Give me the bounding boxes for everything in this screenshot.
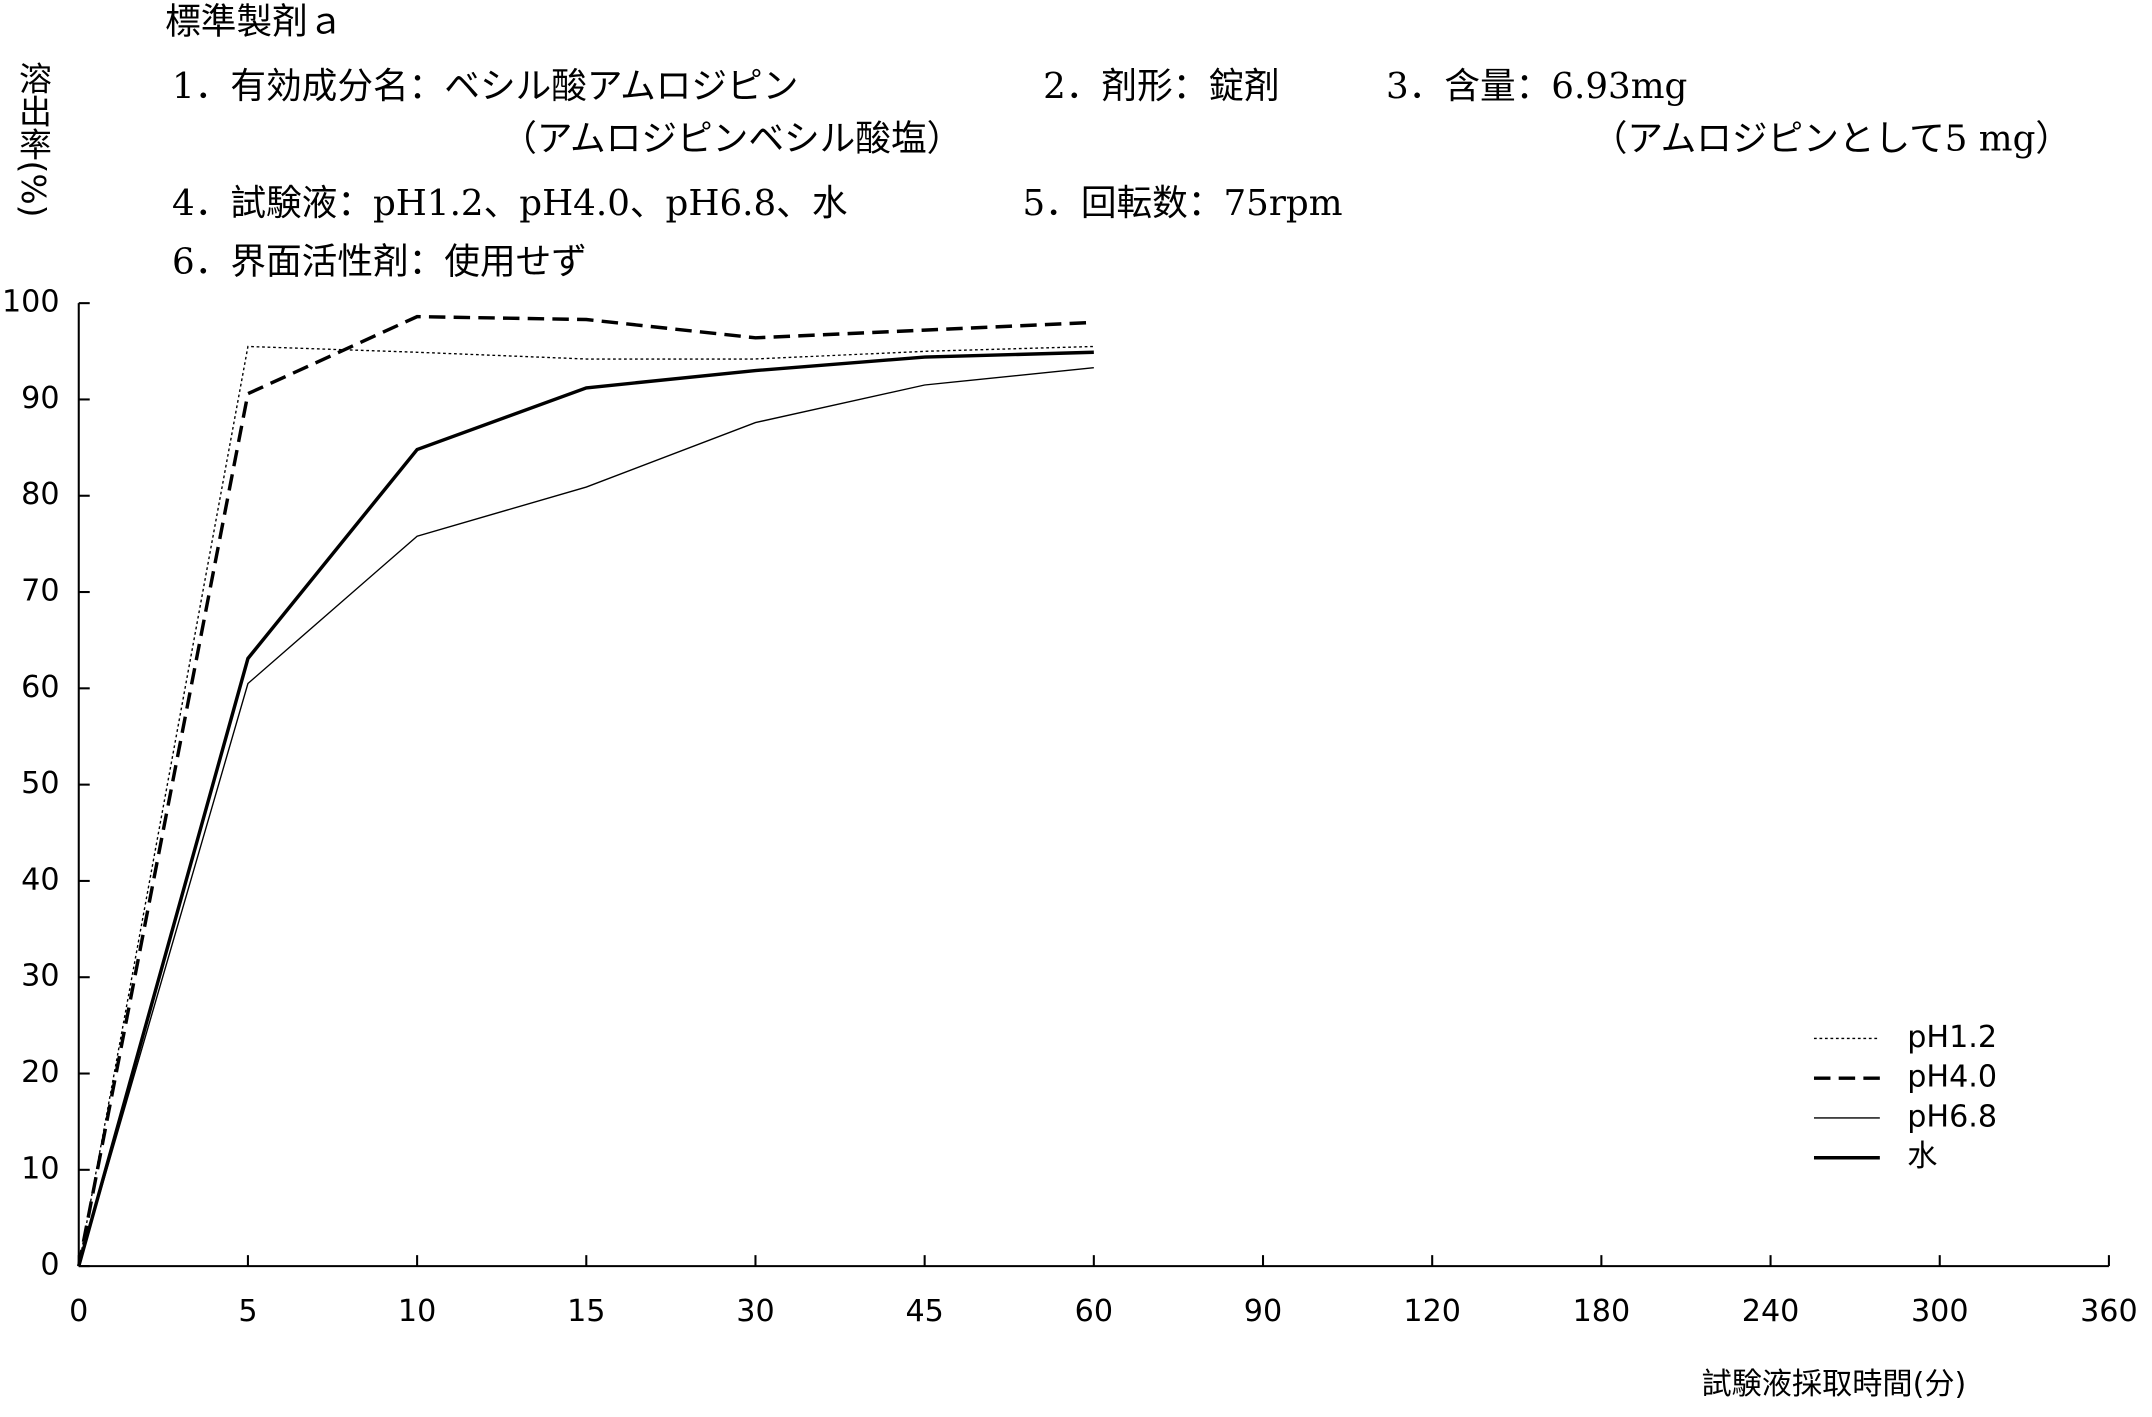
note: （アムロジピンとして5 mg） bbox=[1592, 118, 2071, 159]
y-tick-label: 90 bbox=[21, 381, 59, 416]
note: 4．試験液：pH1.2、pH4.0、pH6.8、水 bbox=[172, 183, 847, 224]
legend-label: pH1.2 bbox=[1907, 1020, 1997, 1055]
x-tick-label: 90 bbox=[1244, 1294, 1282, 1329]
y-tick-label: 80 bbox=[21, 477, 59, 512]
y-axis-label: 溶出率(%) bbox=[14, 62, 53, 218]
x-tick-label: 180 bbox=[1573, 1294, 1631, 1329]
series-line bbox=[77, 350, 1094, 1267]
x-tick-label: 5 bbox=[238, 1294, 257, 1329]
x-tick-label: 360 bbox=[2080, 1294, 2138, 1329]
x-tick-label: 60 bbox=[1075, 1294, 1113, 1329]
series-line bbox=[77, 314, 1094, 1267]
legend-label: pH6.8 bbox=[1907, 1099, 1997, 1134]
y-tick-label: 40 bbox=[21, 862, 59, 897]
series-line bbox=[78, 366, 1094, 1267]
x-tick-label: 30 bbox=[736, 1294, 774, 1329]
x-tick-label: 10 bbox=[398, 1294, 436, 1329]
series-line bbox=[78, 345, 1094, 1267]
x-tick-label: 45 bbox=[905, 1294, 943, 1329]
note: 2．剤形：錠剤 bbox=[1043, 66, 1280, 107]
y-tick-label: 10 bbox=[21, 1151, 59, 1186]
y-tick-label: 30 bbox=[21, 959, 59, 994]
y-tick-label: 50 bbox=[21, 766, 59, 801]
y-tick-label: 20 bbox=[21, 1055, 59, 1090]
x-tick-label: 240 bbox=[1742, 1294, 1800, 1329]
legend-label: pH4.0 bbox=[1907, 1060, 1997, 1095]
y-tick-label: 70 bbox=[21, 574, 59, 609]
x-tick-label: 0 bbox=[69, 1294, 88, 1329]
x-axis-label: 試験液採取時間(分) bbox=[1702, 1367, 1967, 1402]
x-tick-label: 300 bbox=[1911, 1294, 1969, 1329]
legend-label: 水 bbox=[1907, 1139, 1937, 1174]
y-tick-label: 0 bbox=[40, 1248, 59, 1283]
note: 1．有効成分名：ベシル酸アムロジピン bbox=[172, 66, 798, 107]
y-tick-label: 100 bbox=[2, 285, 60, 320]
note: 5．回転数：75rpm bbox=[1023, 183, 1343, 224]
note: 6．界面活性剤：使用せず bbox=[172, 242, 587, 283]
note: （アムロジピンベシル酸塩） bbox=[501, 118, 962, 159]
x-tick-label: 120 bbox=[1403, 1294, 1461, 1329]
x-tick-label: 15 bbox=[567, 1294, 605, 1329]
y-tick-label: 60 bbox=[21, 670, 59, 705]
chart-title: 標準製剤ａ bbox=[165, 2, 343, 43]
note: 3．含量：6.93mg bbox=[1386, 66, 1687, 107]
